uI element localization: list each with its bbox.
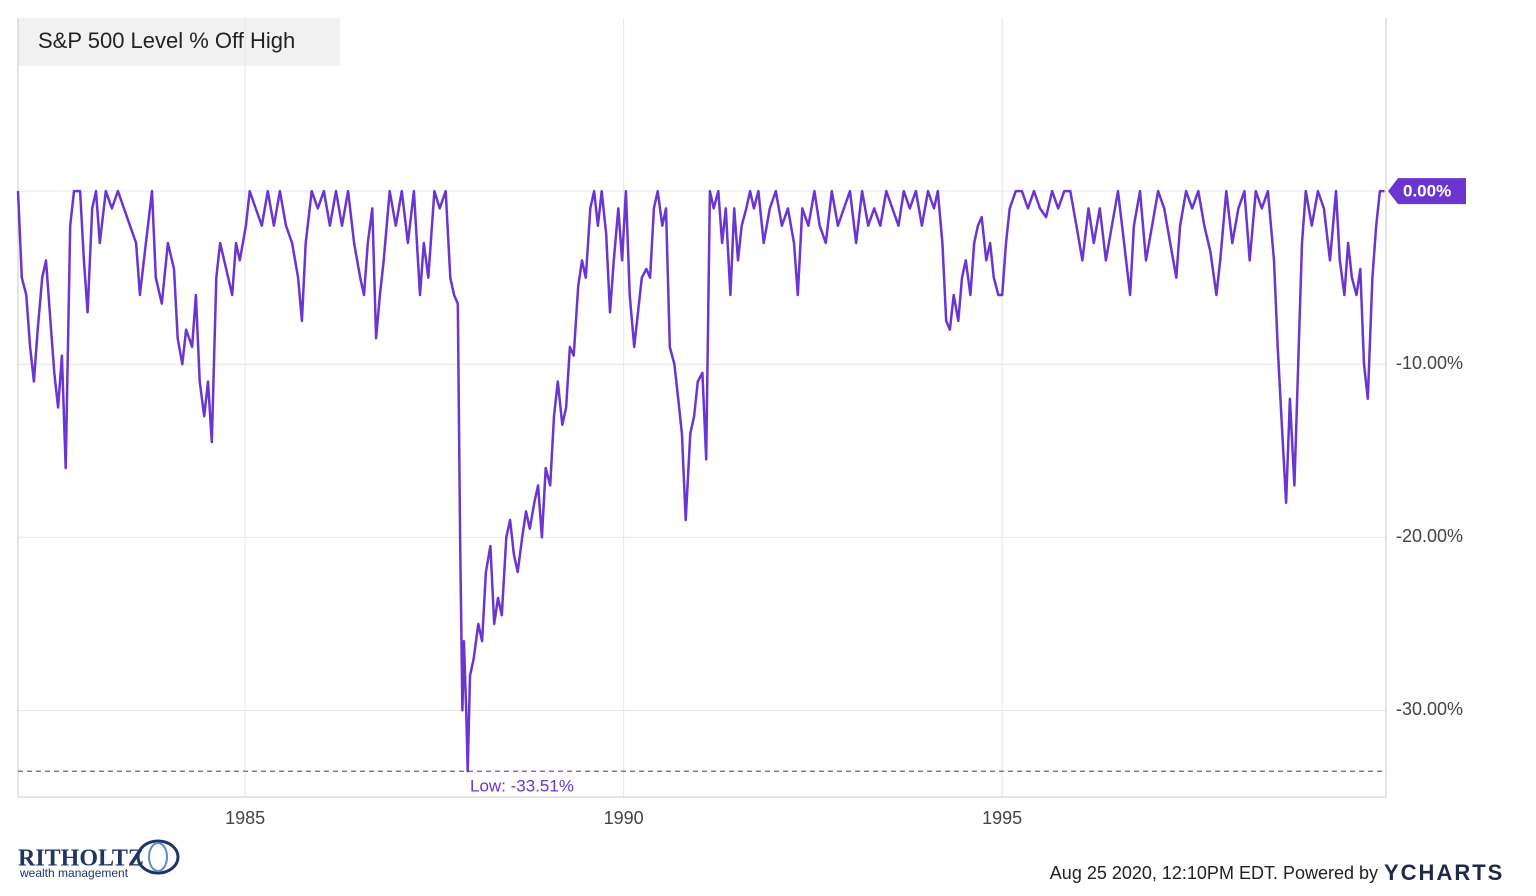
logo-icon (148, 842, 168, 872)
brand: YCHARTS (1384, 860, 1504, 885)
x-tick-label: 1995 (982, 808, 1022, 828)
x-tick-label: 1990 (604, 808, 644, 828)
last-value-label: 0.00% (1403, 182, 1451, 201)
y-tick-label: -10.00% (1396, 353, 1463, 373)
y-tick-label: -20.00% (1396, 526, 1463, 546)
last-value-badge (1388, 178, 1466, 205)
x-tick-label: 1985 (225, 808, 265, 828)
low-label: Low: -33.51% (470, 777, 574, 796)
title-box (18, 18, 340, 66)
y-tick-label: -30.00% (1396, 699, 1463, 719)
chart-title: S&P 500 Level % Off High (38, 28, 295, 53)
data-line (16, 189, 1385, 773)
timestamp: Aug 25 2020, 12:10PM EDT. Powered by (1050, 863, 1378, 883)
logo-text: RITHOLTZ (18, 846, 144, 872)
logo-subtext: wealth management (19, 866, 129, 880)
logo (136, 839, 180, 875)
logo-icon (136, 839, 180, 875)
